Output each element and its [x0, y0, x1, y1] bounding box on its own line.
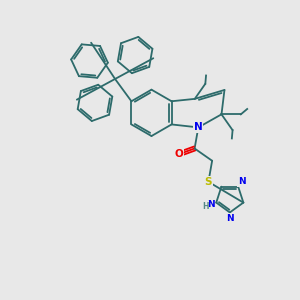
Text: N: N: [207, 200, 214, 209]
Text: O: O: [175, 149, 184, 159]
Text: N: N: [194, 122, 203, 132]
Text: N: N: [226, 214, 234, 223]
Text: N: N: [238, 177, 245, 186]
Text: H: H: [202, 202, 209, 211]
Text: S: S: [205, 177, 212, 187]
